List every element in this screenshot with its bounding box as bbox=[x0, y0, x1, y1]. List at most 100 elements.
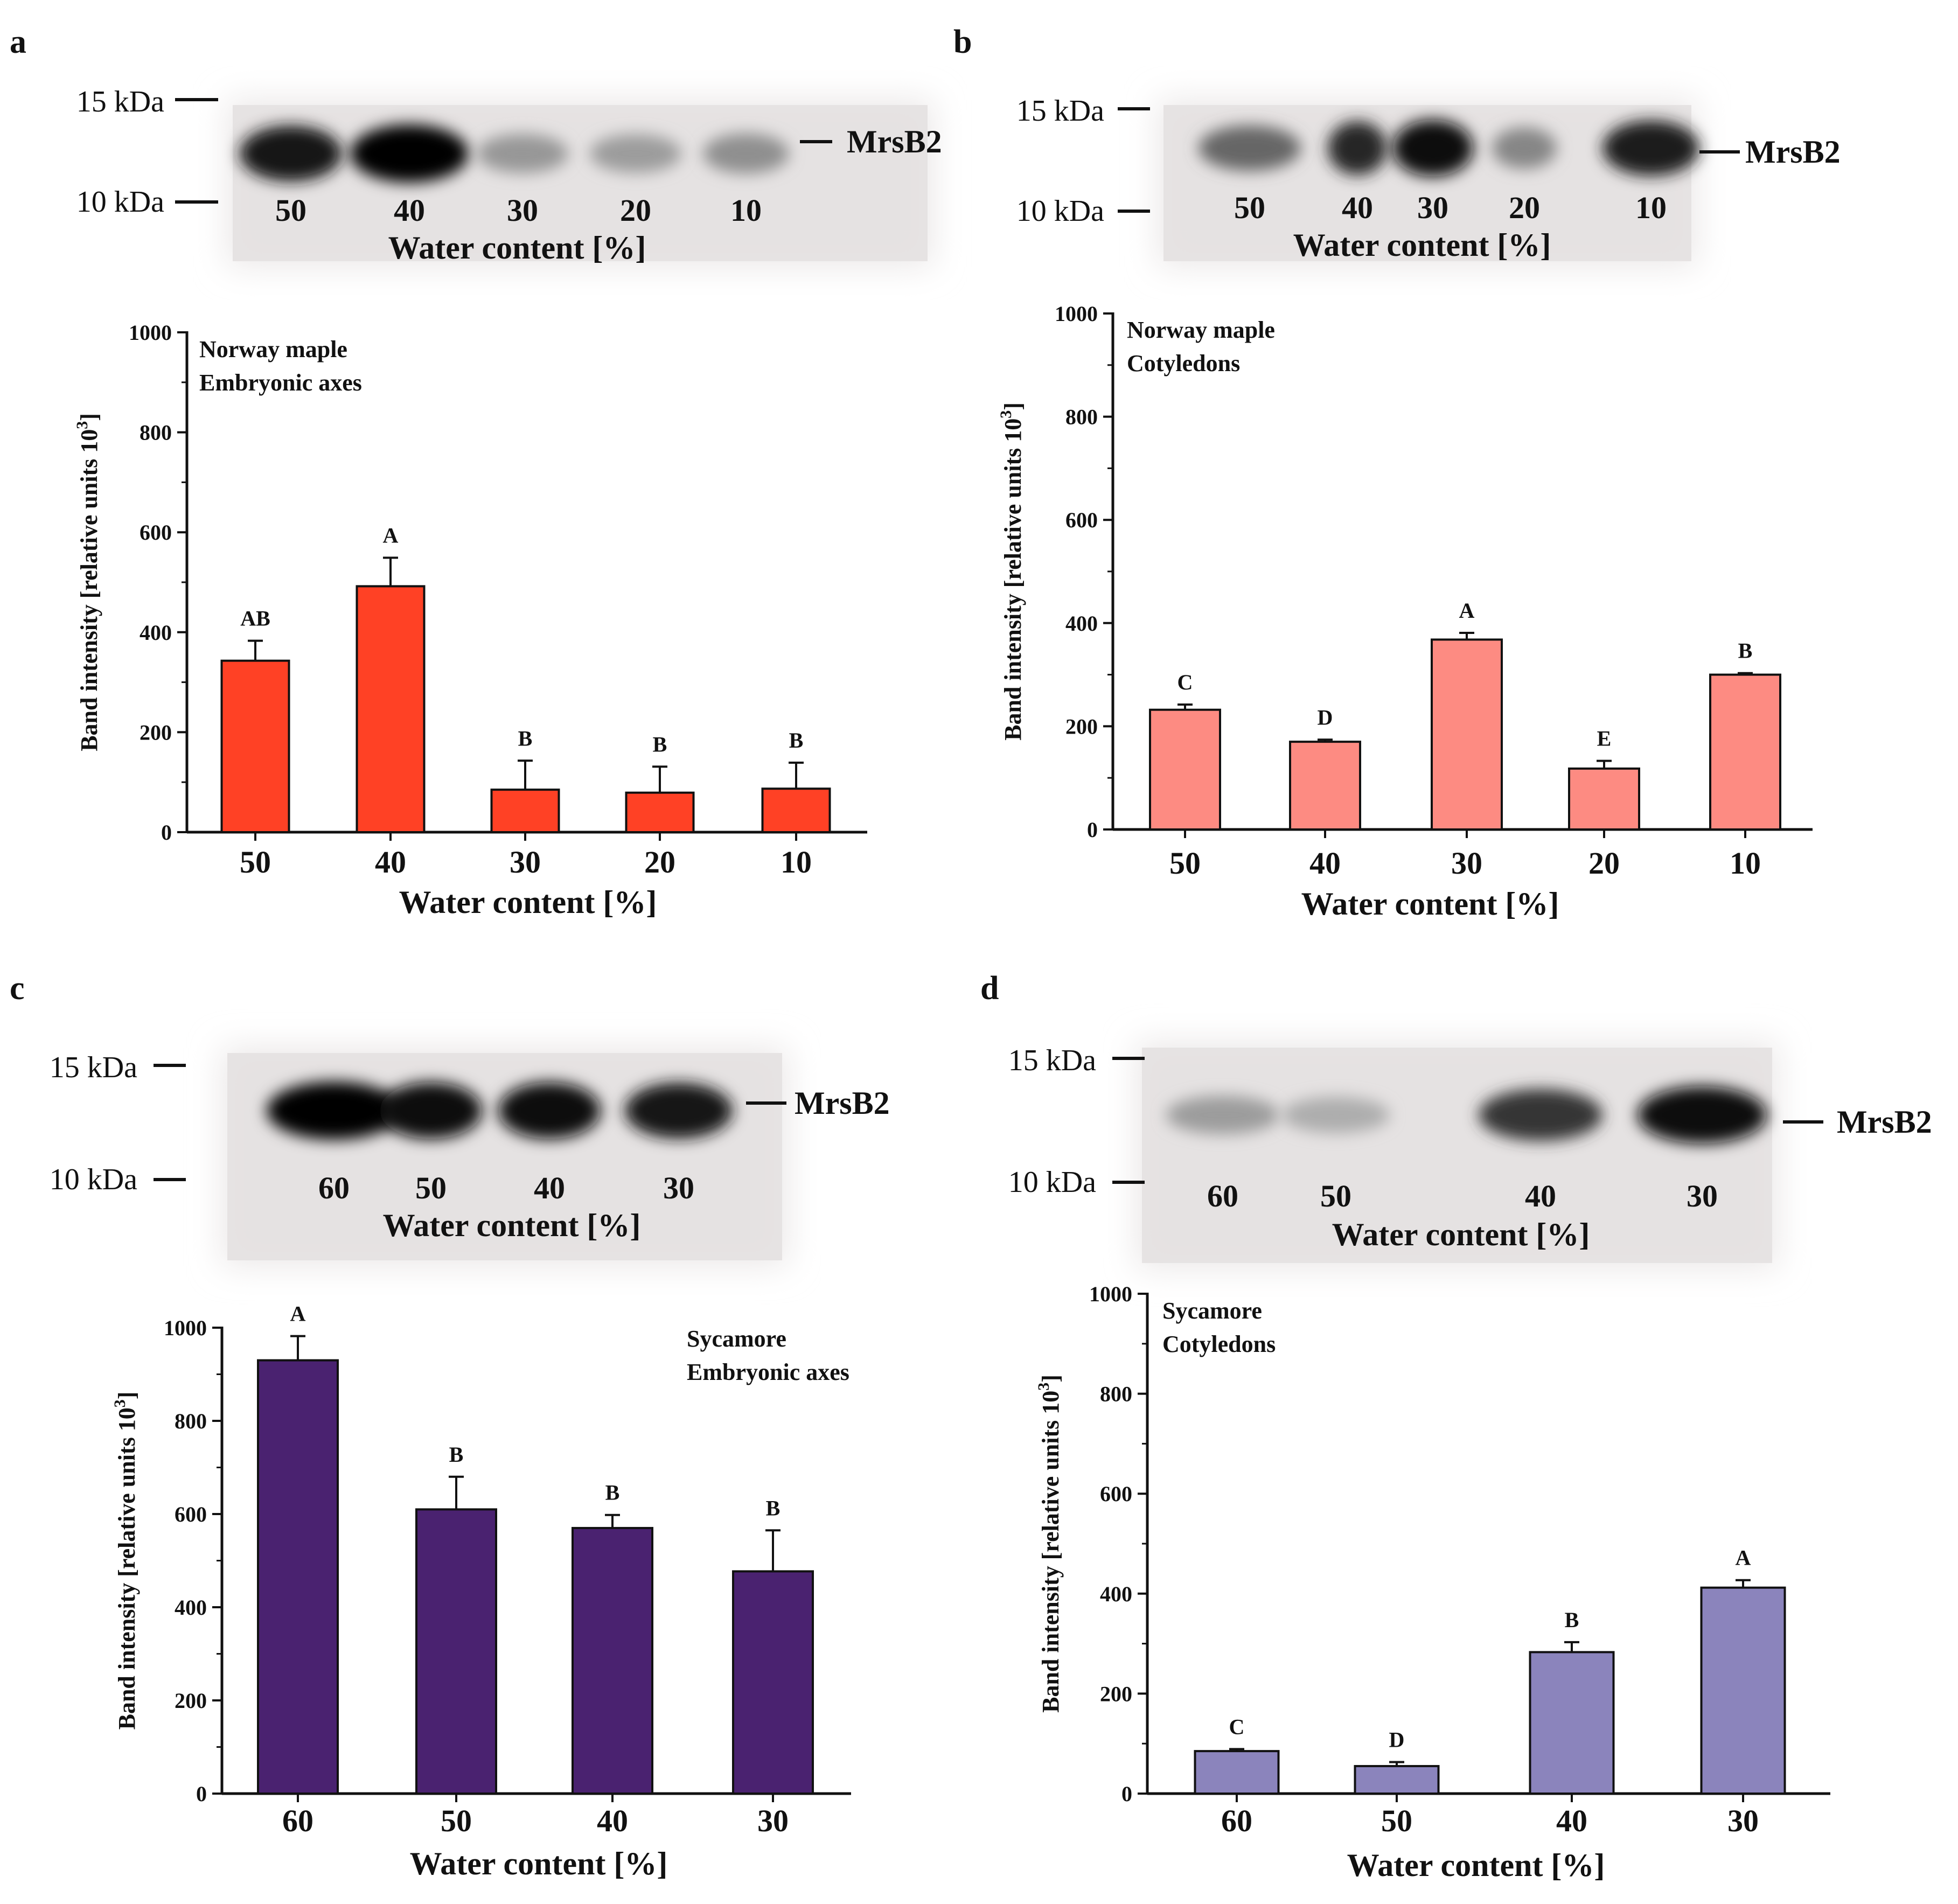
x-tick-label: 30 bbox=[757, 1803, 789, 1838]
y-tick-label: 400 bbox=[1065, 611, 1098, 636]
y-axis-label: Band intensity [relative units 103] bbox=[111, 1392, 140, 1730]
y-axis-label: Band intensity [relative units 103] bbox=[73, 413, 102, 751]
bar bbox=[356, 585, 426, 833]
y-tick-label: 1000 bbox=[129, 320, 172, 345]
significance-letter: D bbox=[1318, 705, 1333, 729]
marker-15kda-label: 15 kDa bbox=[50, 1051, 137, 1084]
y-tick-label: 600 bbox=[1100, 1482, 1132, 1506]
chart-subtitle: Embryonic axes bbox=[687, 1359, 849, 1385]
x-tick-label: 30 bbox=[1727, 1803, 1759, 1838]
blot-lane-label: 50 bbox=[1320, 1178, 1351, 1213]
protein-band bbox=[380, 1082, 482, 1139]
x-tick-label: 50 bbox=[441, 1803, 472, 1838]
bar bbox=[490, 789, 560, 833]
x-tick-label: 40 bbox=[1309, 846, 1341, 881]
blot-x-axis-label: Water content [%] bbox=[388, 230, 646, 266]
marker-10kda-label: 10 kDa bbox=[1008, 1166, 1096, 1199]
protein-band bbox=[240, 125, 342, 182]
x-tick-label: 10 bbox=[1730, 846, 1761, 881]
bar bbox=[1194, 1750, 1280, 1795]
protein-band bbox=[590, 134, 681, 173]
x-tick-label: 50 bbox=[1381, 1803, 1412, 1838]
blot-lane-label: 30 bbox=[1687, 1178, 1718, 1213]
y-tick-label: 200 bbox=[175, 1689, 207, 1713]
bar bbox=[1354, 1764, 1440, 1795]
bar bbox=[257, 1359, 339, 1795]
bar bbox=[1431, 638, 1503, 831]
protein-band bbox=[1492, 127, 1557, 169]
significance-letter: A bbox=[1736, 1546, 1751, 1570]
western-blot: 60 50 40 30 15 kDa 10 kDa Water content [%] Mrs… bbox=[50, 1048, 890, 1266]
significance-letter: B bbox=[449, 1442, 464, 1467]
x-tick-label: 60 bbox=[1221, 1803, 1252, 1838]
bar-chart: 0 200 400 600 800 1000 AB 50 A 40 B 30 B 20 B 10 Norway … bbox=[73, 320, 867, 920]
blot-x-axis-label: Water content [%] bbox=[383, 1208, 641, 1243]
protein-band bbox=[1638, 1086, 1767, 1144]
blot-lane-label: 50 bbox=[1234, 190, 1265, 225]
y-axis-label-end: ] bbox=[114, 1392, 140, 1400]
y-axis-label-main: Band intensity [relative units 10 bbox=[1000, 419, 1026, 741]
x-tick-label: 60 bbox=[282, 1803, 313, 1838]
significance-letter: B bbox=[518, 726, 533, 750]
x-tick-label: 40 bbox=[597, 1803, 628, 1838]
chart-title: Norway maple bbox=[1127, 317, 1275, 343]
marker-15kda-label: 15 kDa bbox=[1008, 1044, 1096, 1077]
y-axis-label-end: ] bbox=[1000, 402, 1026, 410]
bar bbox=[625, 791, 695, 833]
blot-lane-label: 10 bbox=[730, 193, 762, 228]
y-axis-label-end: ] bbox=[76, 413, 102, 421]
y-tick-label: 0 bbox=[1121, 1782, 1132, 1806]
bar bbox=[1149, 708, 1221, 831]
bar bbox=[761, 787, 831, 834]
y-tick-label: 800 bbox=[1065, 405, 1098, 429]
y-tick-label: 800 bbox=[140, 421, 172, 445]
protein-band bbox=[625, 1083, 733, 1139]
y-axis-label-sup: 3 bbox=[997, 410, 1015, 419]
y-tick-label: 200 bbox=[1100, 1682, 1132, 1706]
y-axis-label-sup: 3 bbox=[1035, 1383, 1053, 1391]
bar bbox=[572, 1526, 653, 1795]
bar bbox=[1568, 767, 1640, 831]
bar-chart: 0 200 400 600 800 1000 C 60 D 50 B 40 A 30 Sycamore Cot… bbox=[1035, 1282, 1830, 1883]
significance-letter: E bbox=[1597, 727, 1612, 751]
blot-x-axis-label: Water content [%] bbox=[1332, 1217, 1590, 1252]
marker-15kda-label: 15 kDa bbox=[76, 85, 164, 118]
y-axis-label: Band intensity [relative units 103] bbox=[1035, 1375, 1064, 1713]
protein-band bbox=[1602, 120, 1699, 176]
y-axis-label-sup: 3 bbox=[73, 421, 91, 429]
y-axis-label-main: Band intensity [relative units 10 bbox=[76, 429, 102, 751]
y-tick-label: 200 bbox=[140, 720, 172, 744]
significance-letter: A bbox=[290, 1302, 306, 1326]
bar bbox=[1529, 1651, 1615, 1795]
protein-band bbox=[1199, 125, 1301, 171]
y-tick-label: 200 bbox=[1065, 714, 1098, 738]
significance-letter: C bbox=[1229, 1714, 1245, 1739]
blot-x-axis-label: Water content [%] bbox=[1293, 227, 1551, 263]
protein-band bbox=[1166, 1096, 1279, 1134]
y-axis-label-main: Band intensity [relative units 10 bbox=[1037, 1391, 1064, 1713]
blot-lane-label: 40 bbox=[1525, 1178, 1556, 1213]
x-axis-label: Water content [%] bbox=[1347, 1847, 1605, 1883]
y-tick-label: 0 bbox=[196, 1782, 207, 1806]
blot-lane-label: 40 bbox=[394, 193, 425, 228]
significance-letter: D bbox=[1389, 1728, 1405, 1752]
blot-lane-label: 40 bbox=[534, 1170, 565, 1205]
x-tick-label: 30 bbox=[1451, 846, 1482, 881]
y-tick-label: 0 bbox=[1087, 818, 1098, 842]
marker-10kda-label: 10 kDa bbox=[1016, 194, 1104, 228]
y-axis-label-main: Band intensity [relative units 10 bbox=[114, 1407, 140, 1729]
blot-membrane-inner bbox=[1142, 1048, 1772, 1263]
y-tick-label: 1000 bbox=[164, 1316, 207, 1340]
protein-band bbox=[498, 1082, 601, 1139]
blot-lane-label: 50 bbox=[415, 1170, 447, 1205]
blot-lane-label: 20 bbox=[1509, 190, 1540, 225]
blot-lane-label: 30 bbox=[1417, 190, 1448, 225]
significance-letter: A bbox=[383, 524, 399, 548]
bar bbox=[732, 1570, 814, 1795]
y-tick-label: 600 bbox=[1065, 508, 1098, 532]
marker-15kda-label: 15 kDa bbox=[1016, 94, 1104, 128]
blot-lane-label: 20 bbox=[620, 193, 651, 228]
bar bbox=[220, 659, 290, 834]
